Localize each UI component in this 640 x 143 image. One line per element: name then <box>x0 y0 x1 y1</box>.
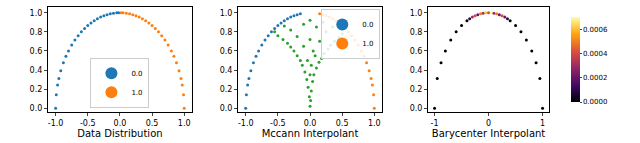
svg-text:-0.5: -0.5 <box>270 119 286 128</box>
svg-text:1.0: 1.0 <box>178 119 191 128</box>
svg-text:Data Distribution: Data Distribution <box>77 128 162 139</box>
svg-text:0.0: 0.0 <box>220 104 233 113</box>
svg-text:0.2: 0.2 <box>30 85 43 94</box>
svg-text:0: 0 <box>486 119 491 128</box>
svg-text:0.8: 0.8 <box>30 28 43 37</box>
svg-text:1.0: 1.0 <box>30 9 43 18</box>
svg-text:0.0: 0.0 <box>304 119 317 128</box>
svg-text:0.6: 0.6 <box>220 47 233 56</box>
svg-text:0.8: 0.8 <box>220 28 233 37</box>
svg-text:0.5: 0.5 <box>146 119 159 128</box>
svg-text:1.0: 1.0 <box>220 9 233 18</box>
svg-text:0.4: 0.4 <box>410 66 423 75</box>
svg-text:1.0: 1.0 <box>410 9 423 18</box>
svg-text:0.5: 0.5 <box>336 119 349 128</box>
svg-text:0.4: 0.4 <box>220 66 233 75</box>
svg-text:Mccann Interpolant: Mccann Interpolant <box>262 128 359 139</box>
svg-text:Barycenter Interpolant: Barycenter Interpolant <box>432 128 546 139</box>
svg-text:0.0004: 0.0004 <box>583 50 608 58</box>
svg-text:-1.0: -1.0 <box>238 119 254 128</box>
svg-text:0.6: 0.6 <box>30 47 43 56</box>
svg-text:0.0: 0.0 <box>114 119 127 128</box>
svg-text:0.6: 0.6 <box>410 47 423 56</box>
svg-text:0.0: 0.0 <box>131 70 142 78</box>
svg-text:0.2: 0.2 <box>220 85 233 94</box>
svg-text:1.0: 1.0 <box>368 119 381 128</box>
svg-text:0.0: 0.0 <box>410 104 423 113</box>
svg-text:0.4: 0.4 <box>30 66 43 75</box>
svg-text:1: 1 <box>540 119 545 128</box>
svg-text:1.0: 1.0 <box>131 89 142 97</box>
svg-text:0.2: 0.2 <box>410 85 423 94</box>
svg-text:0.0000: 0.0000 <box>583 98 608 106</box>
svg-text:0.0002: 0.0002 <box>583 74 608 82</box>
svg-text:0.0006: 0.0006 <box>583 26 608 34</box>
svg-text:0.0: 0.0 <box>362 21 373 29</box>
svg-text:-1.0: -1.0 <box>48 119 64 128</box>
svg-text:0.8: 0.8 <box>410 28 423 37</box>
svg-text:-1: -1 <box>431 119 439 128</box>
svg-text:0.0: 0.0 <box>30 104 43 113</box>
svg-text:-0.5: -0.5 <box>80 119 96 128</box>
svg-text:1.0: 1.0 <box>362 40 373 48</box>
